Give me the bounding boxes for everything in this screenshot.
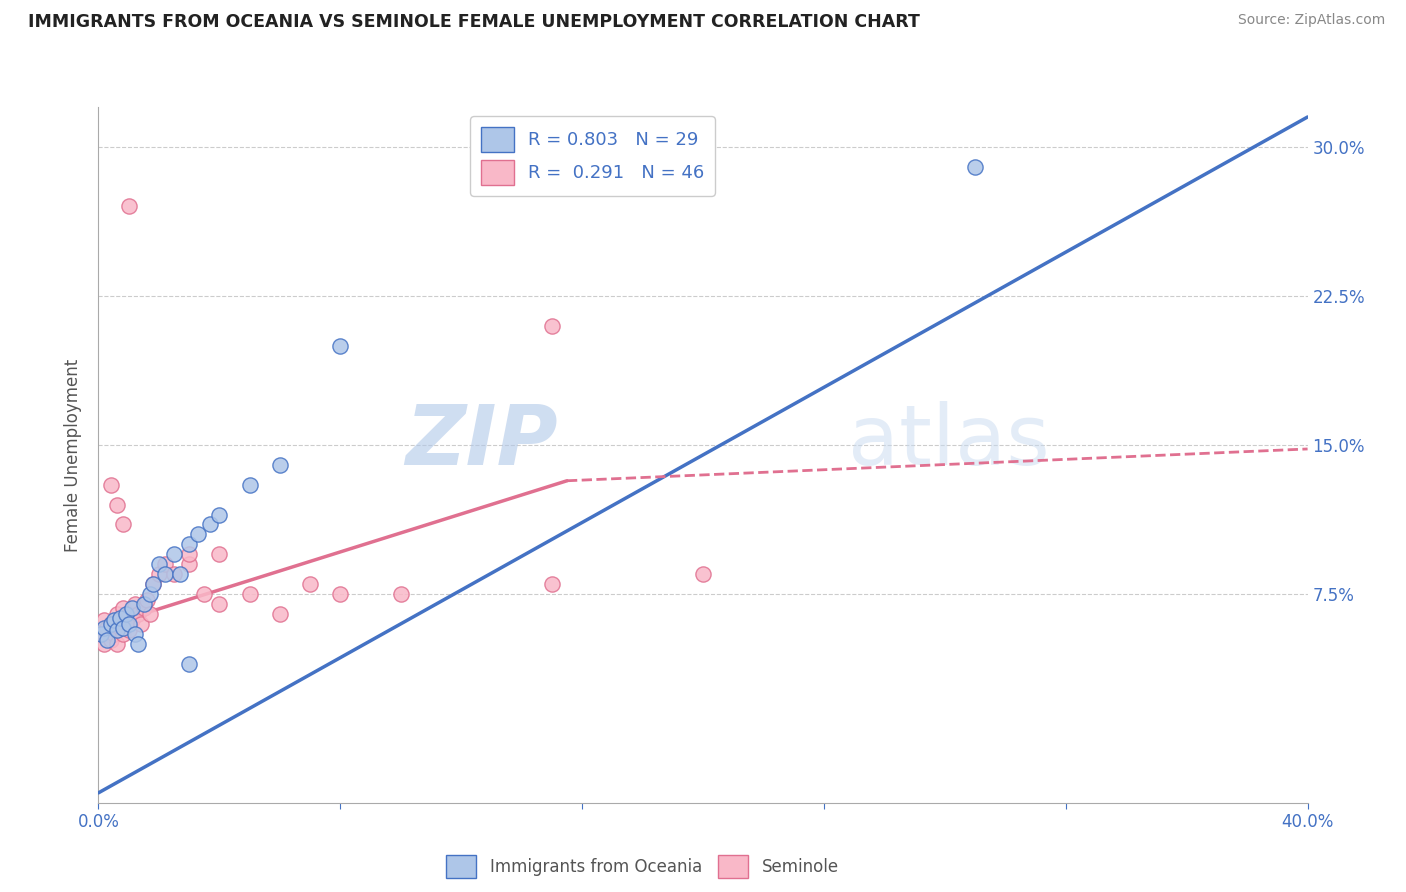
Legend: Immigrants from Oceania, Seminole: Immigrants from Oceania, Seminole <box>440 848 845 885</box>
Point <box>239 587 262 601</box>
Point <box>132 597 155 611</box>
Point <box>142 577 165 591</box>
Point <box>121 601 143 615</box>
Point <box>208 597 231 611</box>
Point <box>118 199 141 213</box>
Point <box>269 607 291 621</box>
Point <box>540 577 562 591</box>
Point <box>100 616 122 631</box>
Point <box>105 623 128 637</box>
Point <box>148 567 170 582</box>
Point <box>127 607 149 621</box>
Point <box>163 547 186 561</box>
Point <box>105 498 128 512</box>
Y-axis label: Female Unemployment: Female Unemployment <box>65 359 83 551</box>
Point <box>103 627 125 641</box>
Point <box>111 601 134 615</box>
Point <box>187 527 209 541</box>
Point <box>139 587 162 601</box>
Point <box>965 160 987 174</box>
Point <box>96 632 118 647</box>
Point <box>111 621 134 635</box>
Point <box>90 627 112 641</box>
Text: ZIP: ZIP <box>405 401 558 482</box>
Point <box>118 616 141 631</box>
Text: IMMIGRANTS FROM OCEANIA VS SEMINOLE FEMALE UNEMPLOYMENT CORRELATION CHART: IMMIGRANTS FROM OCEANIA VS SEMINOLE FEMA… <box>28 13 920 31</box>
Point <box>135 593 157 607</box>
Point <box>142 577 165 591</box>
Point <box>179 558 201 572</box>
Point <box>124 597 146 611</box>
Point <box>114 616 136 631</box>
Point <box>108 613 131 627</box>
Point <box>118 607 141 621</box>
Point <box>299 577 322 591</box>
Point <box>179 657 201 671</box>
Point <box>100 477 122 491</box>
Point <box>389 587 412 601</box>
Point <box>208 508 231 522</box>
Point <box>118 623 141 637</box>
Point <box>163 567 186 582</box>
Point <box>193 587 215 601</box>
Point <box>93 613 115 627</box>
Point <box>108 621 131 635</box>
Point <box>329 587 352 601</box>
Point <box>105 637 128 651</box>
Point <box>139 607 162 621</box>
Point <box>153 558 176 572</box>
Point <box>179 537 201 551</box>
Point <box>208 547 231 561</box>
Point <box>540 318 562 333</box>
Point <box>121 613 143 627</box>
Point <box>132 601 155 615</box>
Point <box>124 627 146 641</box>
Point <box>114 607 136 621</box>
Point <box>153 567 176 582</box>
Point <box>100 632 122 647</box>
Point <box>148 558 170 572</box>
Point <box>329 338 352 352</box>
Point <box>108 611 131 625</box>
Point <box>692 567 714 582</box>
Point <box>239 477 262 491</box>
Point <box>111 627 134 641</box>
Point <box>93 621 115 635</box>
Point <box>96 627 118 641</box>
Point <box>93 637 115 651</box>
Point <box>179 547 201 561</box>
Point <box>96 621 118 635</box>
Point <box>103 616 125 631</box>
Point <box>111 517 134 532</box>
Point <box>90 627 112 641</box>
Text: atlas: atlas <box>848 401 1050 482</box>
Point <box>103 613 125 627</box>
Point <box>129 616 152 631</box>
Point <box>169 567 191 582</box>
Point <box>127 637 149 651</box>
Point <box>105 607 128 621</box>
Point <box>100 616 122 631</box>
Point <box>269 458 291 472</box>
Point <box>200 517 222 532</box>
Text: Source: ZipAtlas.com: Source: ZipAtlas.com <box>1237 13 1385 28</box>
